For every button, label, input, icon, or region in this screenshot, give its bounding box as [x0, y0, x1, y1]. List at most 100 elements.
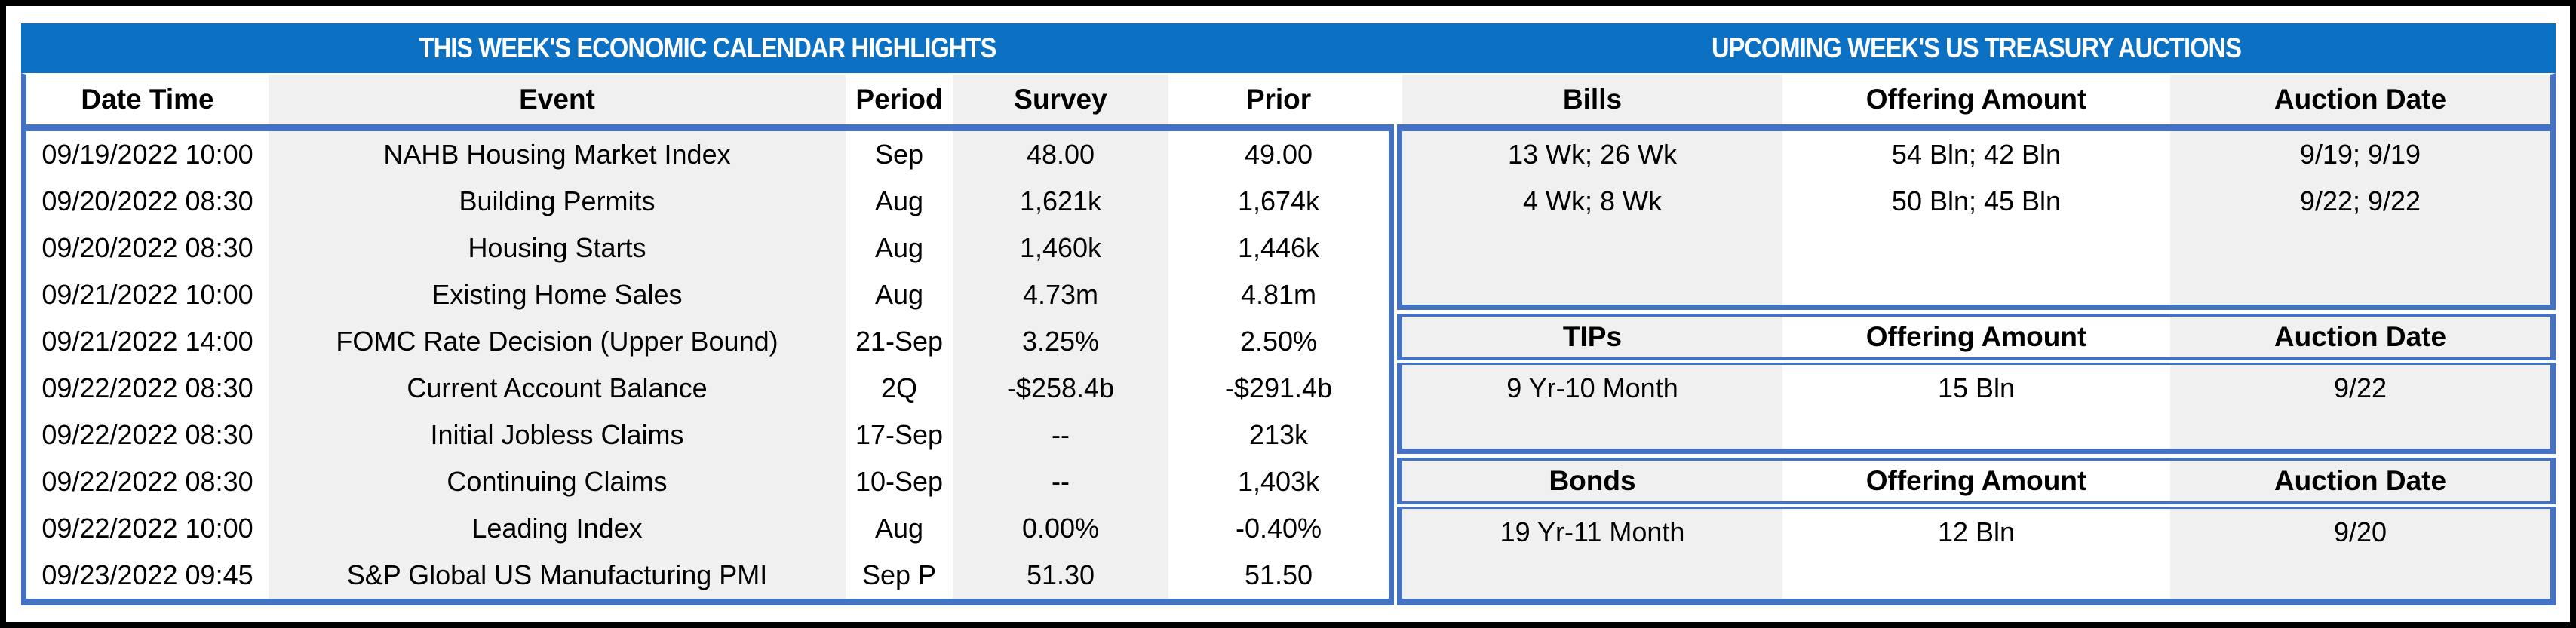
calendar-header-row: Date Time Event Period Survey Prior [21, 73, 1394, 124]
calendar-cell-period: Aug [846, 505, 953, 552]
auction-column-header-offering-amount: Offering Amount [1782, 461, 2170, 501]
calendar-cell-survey: -- [953, 412, 1168, 458]
calendar-row: 09/22/2022 08:30 Continuing Claims 10-Se… [26, 458, 1389, 505]
calendar-cell-date: 09/23/2022 09:45 [26, 552, 269, 599]
calendar-cell-survey: 3.25% [953, 318, 1168, 365]
calendar-cell-date: 09/19/2022 10:00 [26, 131, 269, 178]
tips-empty-area [1402, 412, 2550, 449]
tips-header-row: TIPs Offering Amount Auction Date [1397, 314, 2556, 360]
calendar-cell-period: Sep P [846, 552, 953, 599]
calendar-row: 09/22/2022 10:00 Leading Index Aug 0.00%… [26, 505, 1389, 552]
auction-column-header-bonds: Bonds [1402, 461, 1782, 501]
calendar-row: 09/20/2022 08:30 Housing Starts Aug 1,46… [26, 225, 1389, 271]
auction-cell-security: 4 Wk; 8 Wk [1402, 178, 1782, 225]
calendar-title: THIS WEEK'S ECONOMIC CALENDAR HIGHLIGHTS [419, 32, 997, 63]
bonds-empty-area [1402, 556, 2550, 599]
auction-cell-security: 13 Wk; 26 Wk [1402, 131, 1782, 178]
auction-cell-auction-date: 9/22 [2170, 365, 2550, 412]
auction-column-header-auction-date: Auction Date [2170, 317, 2550, 357]
calendar-cell-event: Initial Jobless Claims [269, 412, 846, 458]
calendar-cell-date: 09/20/2022 08:30 [26, 178, 269, 225]
auction-cell-auction-date: 9/20 [2170, 509, 2550, 556]
bills-row: 4 Wk; 8 Wk 50 Bln; 45 Bln 9/22; 9/22 [1402, 178, 2550, 225]
auction-column-header-auction-date: Auction Date [2170, 75, 2550, 124]
calendar-column-header-prior: Prior [1168, 75, 1389, 124]
calendar-cell-survey: 1,460k [953, 225, 1168, 271]
calendar-cell-survey: 51.30 [953, 552, 1168, 599]
auction-column-header-tips: TIPs [1402, 317, 1782, 357]
calendar-cell-period: 17-Sep [846, 412, 953, 458]
calendar-cell-prior: 1,446k [1168, 225, 1389, 271]
calendar-cell-date: 09/22/2022 08:30 [26, 412, 269, 458]
calendar-cell-event: FOMC Rate Decision (Upper Bound) [269, 318, 846, 365]
calendar-cell-survey: 1,621k [953, 178, 1168, 225]
bills-table: 13 Wk; 26 Wk 54 Bln; 42 Bln 9/19; 9/19 4… [1397, 124, 2556, 310]
calendar-cell-prior: 1,403k [1168, 458, 1389, 505]
calendar-body: 09/19/2022 10:00 NAHB Housing Market Ind… [21, 124, 1394, 605]
auction-cell-offering-amount: 54 Bln; 42 Bln [1782, 131, 2170, 178]
calendar-cell-event: NAHB Housing Market Index [269, 131, 846, 178]
calendar-cell-event: Continuing Claims [269, 458, 846, 505]
economic-calendar-table: Date Time Event Period Survey Prior 09/1… [21, 73, 1394, 605]
auction-cell-auction-date: 9/22; 9/22 [2170, 178, 2550, 225]
calendar-row: 09/19/2022 10:00 NAHB Housing Market Ind… [26, 131, 1389, 178]
calendar-cell-prior: 213k [1168, 412, 1389, 458]
bills-row: 13 Wk; 26 Wk 54 Bln; 42 Bln 9/19; 9/19 [1402, 131, 2550, 178]
calendar-cell-survey: -$258.4b [953, 365, 1168, 412]
bonds-header-row: Bonds Offering Amount Auction Date [1397, 458, 2556, 504]
calendar-cell-event: Building Permits [269, 178, 846, 225]
calendar-cell-survey: -- [953, 458, 1168, 505]
calendar-cell-period: 21-Sep [846, 318, 953, 365]
calendar-cell-prior: 2.50% [1168, 318, 1389, 365]
calendar-row: 09/20/2022 08:30 Building Permits Aug 1,… [26, 178, 1389, 225]
auctions-title: UPCOMING WEEK'S US TREASURY AUCTIONS [1711, 32, 2242, 63]
calendar-row: 09/23/2022 09:45 S&P Global US Manufactu… [26, 552, 1389, 599]
calendar-cell-period: Aug [846, 225, 953, 271]
title-bar: THIS WEEK'S ECONOMIC CALENDAR HIGHLIGHTS… [21, 23, 2556, 73]
report-body: Date Time Event Period Survey Prior 09/1… [21, 73, 2556, 605]
auction-cell-security: 19 Yr-11 Month [1402, 509, 1782, 556]
auction-cell-security: 9 Yr-10 Month [1402, 365, 1782, 412]
calendar-cell-survey: 4.73m [953, 271, 1168, 318]
auction-cell-offering-amount: 50 Bln; 45 Bln [1782, 178, 2170, 225]
calendar-cell-date: 09/22/2022 08:30 [26, 458, 269, 505]
calendar-cell-period: 2Q [846, 365, 953, 412]
calendar-cell-event: Housing Starts [269, 225, 846, 271]
calendar-column-header-period: Period [846, 75, 953, 124]
auction-cell-offering-amount: 12 Bln [1782, 509, 2170, 556]
calendar-cell-event: Current Account Balance [269, 365, 846, 412]
calendar-cell-event: Leading Index [269, 505, 846, 552]
calendar-cell-date: 09/21/2022 14:00 [26, 318, 269, 365]
tips-table: 9 Yr-10 Month 15 Bln 9/22 [1397, 363, 2556, 454]
calendar-row: 09/21/2022 14:00 FOMC Rate Decision (Upp… [26, 318, 1389, 365]
tips-row: 9 Yr-10 Month 15 Bln 9/22 [1402, 365, 2550, 412]
calendar-cell-survey: 48.00 [953, 131, 1168, 178]
bonds-row: 19 Yr-11 Month 12 Bln 9/20 [1402, 509, 2550, 556]
calendar-column-header-date-time: Date Time [26, 75, 269, 124]
calendar-cell-prior: 49.00 [1168, 131, 1389, 178]
auction-column-header-auction-date: Auction Date [2170, 461, 2550, 501]
title-bar-divider [1394, 23, 1397, 73]
calendar-column-header-survey: Survey [953, 75, 1168, 124]
calendar-row: 09/22/2022 08:30 Current Account Balance… [26, 365, 1389, 412]
calendar-cell-prior: 51.50 [1168, 552, 1389, 599]
calendar-cell-period: Aug [846, 178, 953, 225]
auction-column-header-offering-amount: Offering Amount [1782, 317, 2170, 357]
calendar-column-header-event: Event [269, 75, 846, 124]
auction-column-header-bills: Bills [1402, 75, 1782, 124]
calendar-cell-period: 10-Sep [846, 458, 953, 505]
calendar-cell-prior: -0.40% [1168, 505, 1389, 552]
auction-cell-auction-date: 9/19; 9/19 [2170, 131, 2550, 178]
calendar-cell-period: Sep [846, 131, 953, 178]
calendar-cell-survey: 0.00% [953, 505, 1168, 552]
bills-header-row: Bills Offering Amount Auction Date [1397, 73, 2556, 124]
calendar-cell-date: 09/22/2022 08:30 [26, 365, 269, 412]
auction-column-header-offering-amount: Offering Amount [1782, 75, 2170, 124]
calendar-cell-period: Aug [846, 271, 953, 318]
calendar-cell-date: 09/21/2022 10:00 [26, 271, 269, 318]
treasury-auctions-section: Bills Offering Amount Auction Date 13 Wk… [1397, 73, 2556, 605]
calendar-cell-prior: 4.81m [1168, 271, 1389, 318]
calendar-cell-date: 09/22/2022 10:00 [26, 505, 269, 552]
calendar-cell-prior: -$291.4b [1168, 365, 1389, 412]
